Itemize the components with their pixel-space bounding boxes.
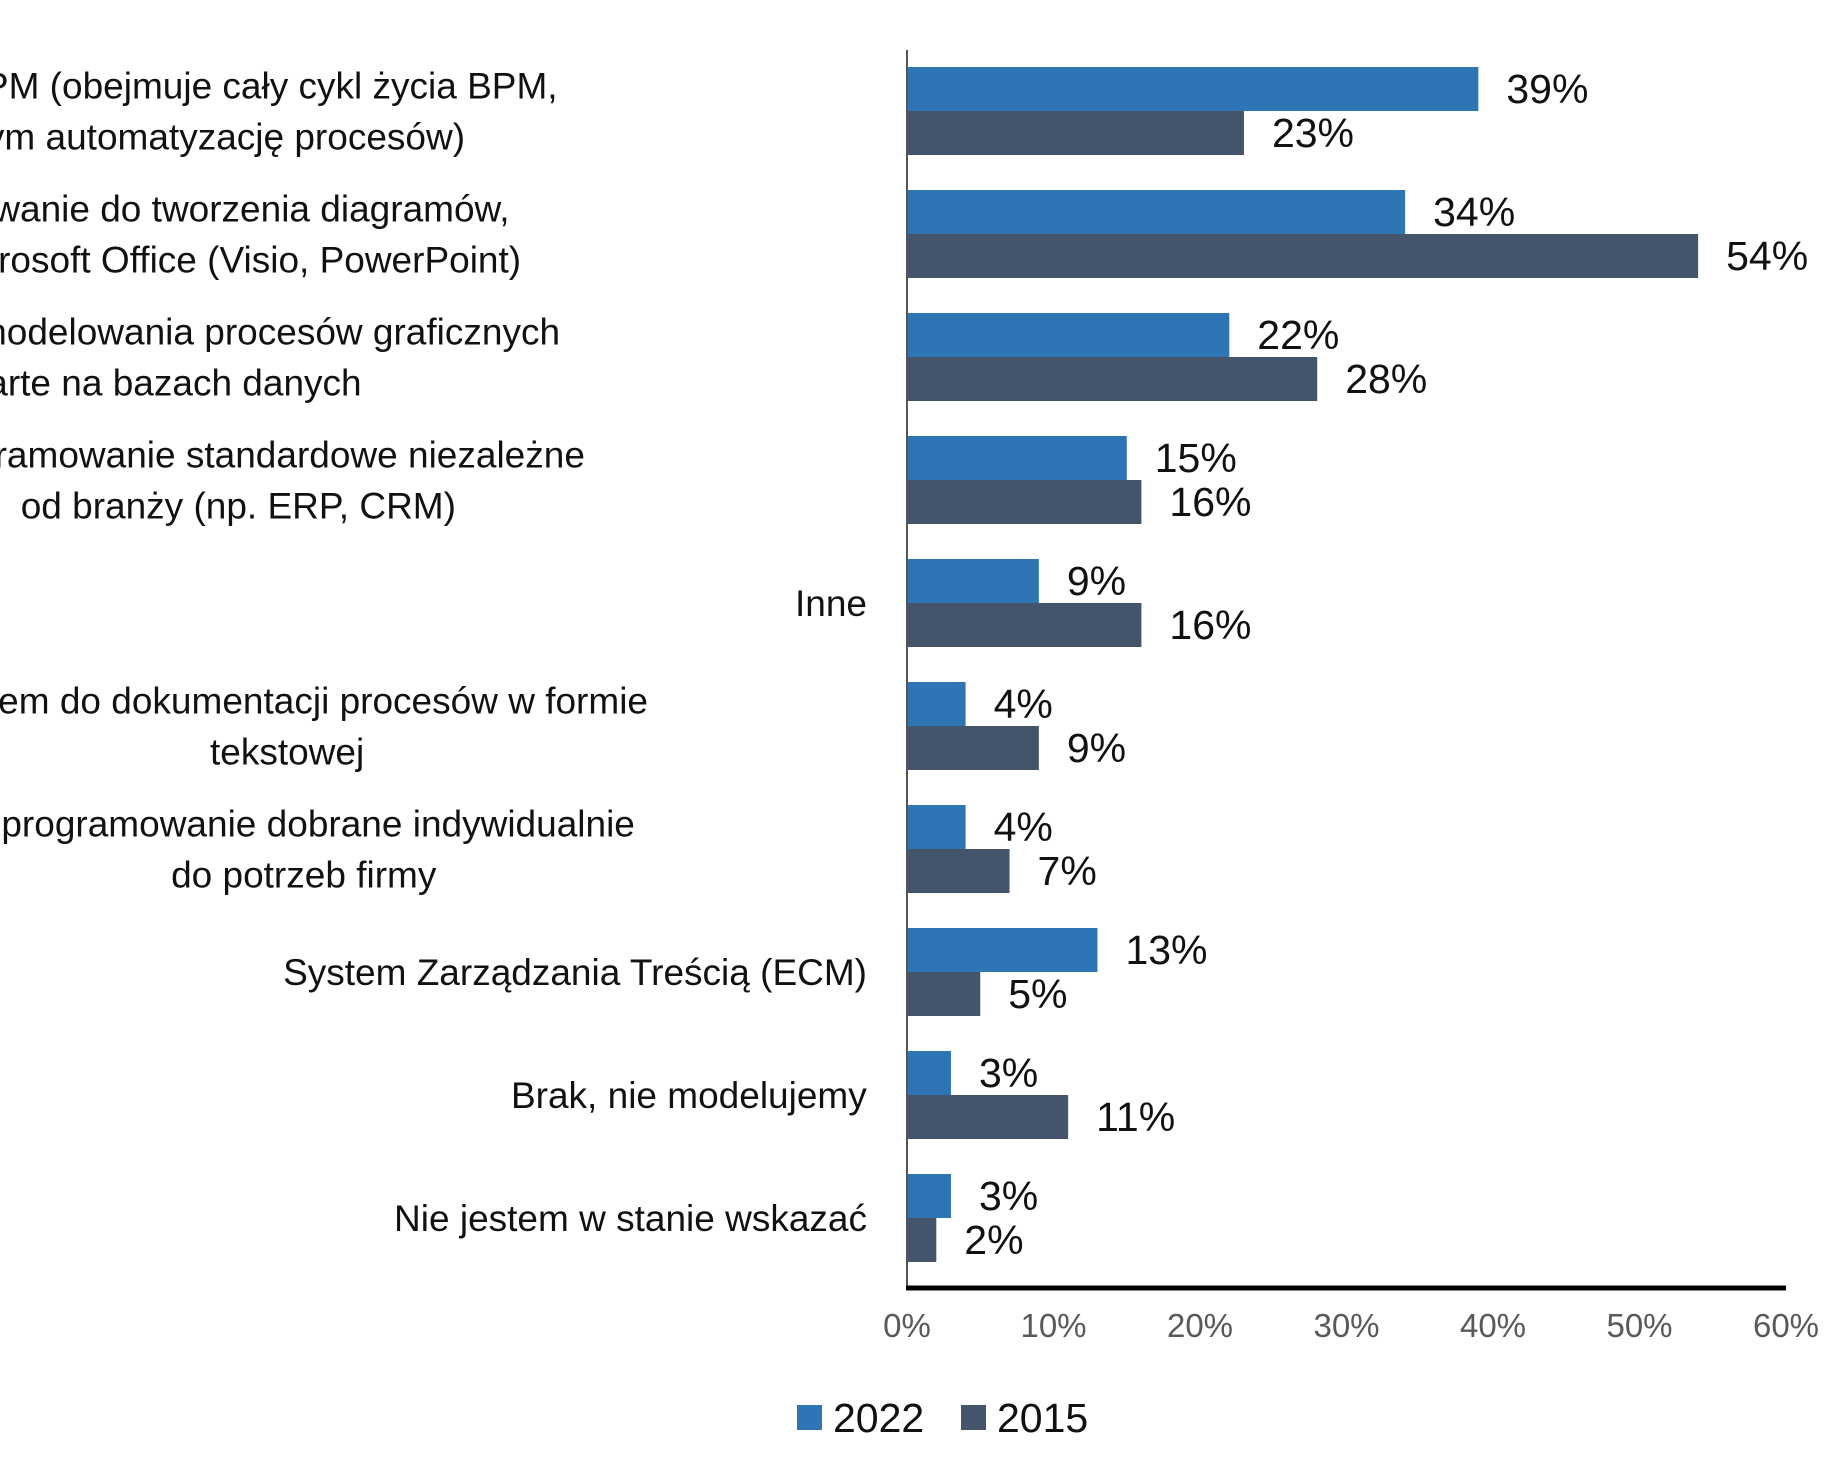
bar-2022-7 — [907, 928, 1098, 972]
category-label-4: Inne — [795, 583, 867, 624]
legend-label-2022: 2022 — [833, 1395, 924, 1441]
bar-2015-3 — [907, 480, 1142, 524]
bar-2022-4 — [907, 559, 1039, 603]
bar-2022-8 — [907, 1051, 951, 1095]
value-label-2015-2: 28% — [1345, 356, 1427, 402]
bar-2015-8 — [907, 1095, 1069, 1139]
value-label-2022-2: 22% — [1257, 312, 1339, 358]
bar-2015-0 — [907, 111, 1244, 155]
bar-2015-6 — [907, 849, 1010, 893]
x-tick-label-0: 0% — [883, 1307, 931, 1344]
value-label-2022-6: 4% — [994, 804, 1053, 850]
value-label-2022-8: 3% — [979, 1050, 1038, 1096]
bar-2022-9 — [907, 1174, 951, 1218]
x-tick-labels: 0% 10% 20% 30% 40% 50% 60% — [883, 1307, 1819, 1344]
value-label-2015-3: 16% — [1169, 479, 1251, 525]
value-label-2015-4: 16% — [1169, 602, 1251, 648]
bar-2015-5 — [907, 726, 1039, 770]
value-label-2022-3: 15% — [1155, 435, 1237, 481]
legend-swatch-2022 — [797, 1405, 822, 1430]
value-label-2015-8: 11% — [1096, 1094, 1175, 1140]
x-tick-label-1: 10% — [1020, 1307, 1086, 1344]
bar-2015-2 — [907, 357, 1318, 401]
x-tick-label-2: 20% — [1167, 1307, 1233, 1344]
bar-2015-1 — [907, 234, 1699, 278]
bar-2022-0 — [907, 67, 1479, 111]
category-label-3: Oprogramowanie standardowe niezależneod … — [0, 435, 585, 527]
bar-2022-6 — [907, 805, 966, 849]
value-label-2015-0: 23% — [1272, 110, 1354, 156]
x-tick-label-6: 60% — [1753, 1307, 1819, 1344]
value-labels: 39%23%34%54%22%28%15%16%9%16%4%9%4%7%13%… — [964, 66, 1808, 1263]
value-label-2022-5: 4% — [994, 681, 1053, 727]
value-label-2015-1: 54% — [1726, 233, 1808, 279]
bar-2022-5 — [907, 682, 966, 726]
bars-layer — [907, 67, 1699, 1262]
value-label-2015-6: 7% — [1038, 848, 1097, 894]
bar-2015-4 — [907, 603, 1142, 647]
value-label-2015-7: 5% — [1008, 971, 1067, 1017]
value-label-2022-9: 3% — [979, 1173, 1038, 1219]
category-label-8: Brak, nie modelujemy — [511, 1075, 867, 1116]
category-label-9: Nie jestem w stanie wskazać — [394, 1198, 867, 1239]
legend-label-2015: 2015 — [997, 1395, 1088, 1441]
bar-2022-1 — [907, 190, 1406, 234]
category-label-5: System do dokumentacji procesów w formie… — [0, 681, 648, 773]
x-tick-label-5: 50% — [1606, 1307, 1672, 1344]
bar-2015-9 — [907, 1218, 937, 1262]
value-label-2022-4: 9% — [1067, 558, 1126, 604]
bar-2022-3 — [907, 436, 1127, 480]
bar-2022-2 — [907, 313, 1230, 357]
value-label-2015-5: 9% — [1067, 725, 1126, 771]
legend: 2022 2015 — [797, 1395, 1088, 1441]
category-labels: Pakiet BPM (obejmuje cały cykl życia BPM… — [0, 66, 867, 1240]
x-tick-label-3: 30% — [1313, 1307, 1379, 1344]
category-label-6: Oprogramowanie dobrane indywidualnie do p… — [0, 804, 635, 896]
value-label-2022-1: 34% — [1433, 189, 1515, 235]
category-label-7: System Zarządzania Treścią (ECM) — [283, 952, 867, 993]
category-label-0: Pakiet BPM (obejmuje cały cykl życia BPM… — [0, 66, 558, 158]
value-label-2022-7: 13% — [1125, 927, 1207, 973]
value-label-2015-9: 2% — [964, 1217, 1023, 1263]
legend-swatch-2015 — [961, 1405, 986, 1430]
value-label-2022-0: 39% — [1506, 66, 1588, 112]
category-label-2: Narzędzia do modelowania procesów grafic… — [0, 312, 560, 404]
bar-2015-7 — [907, 972, 981, 1016]
x-tick-label-4: 40% — [1460, 1307, 1526, 1344]
category-label-1: Oprogramowanie do tworzenia diagramów,ta… — [0, 189, 521, 281]
